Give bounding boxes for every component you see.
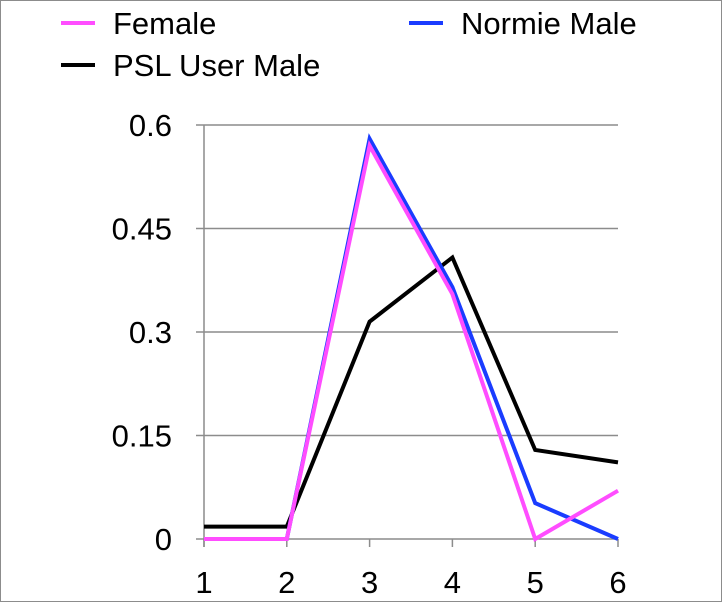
series-line-female (204, 140, 620, 542)
x-tick-label: 1 (195, 565, 212, 600)
y-tick-label: 0.6 (129, 108, 172, 143)
legend-label-normie-male: Normie Male (461, 6, 637, 41)
x-tick-label: 6 (609, 565, 626, 600)
y-tick-label: 0.3 (129, 315, 172, 350)
series-line-normie-male (204, 133, 619, 541)
legend-label-female: Female (113, 6, 216, 41)
y-tick-label: 0.45 (112, 212, 172, 247)
x-tick-label: 5 (527, 565, 544, 600)
x-tick-labels: 1 2 3 4 5 6 (195, 565, 626, 600)
y-tick-label: 0 (155, 522, 172, 557)
gridlines (196, 124, 618, 540)
series-lines (204, 133, 620, 542)
y-tick-labels: 0 0.15 0.3 0.45 0.6 (112, 108, 172, 557)
x-tick-label: 4 (444, 565, 461, 600)
legend-label-psl-user-male: PSL User Male (113, 48, 320, 83)
x-tick-label: 2 (278, 565, 295, 600)
y-tick-label: 0.15 (112, 419, 172, 454)
series-line-psl-user-male (204, 254, 619, 529)
x-tick-label: 3 (361, 565, 378, 600)
legend: Female Normie Male PSL User Male (61, 6, 637, 83)
